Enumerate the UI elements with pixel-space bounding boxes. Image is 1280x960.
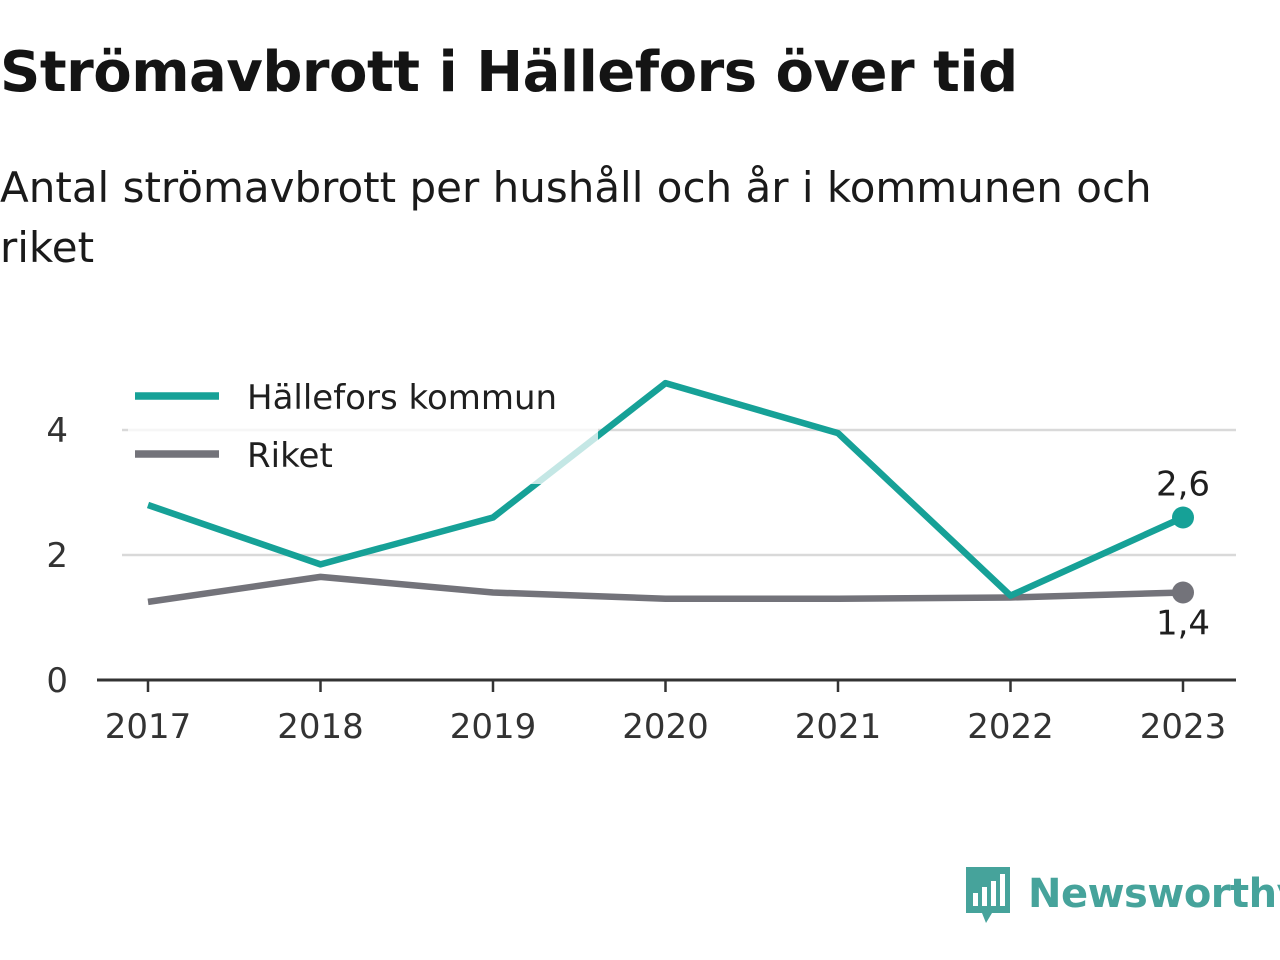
x-axis: 2017 2018 2019 2020 2021 2022 2023 [97,678,1236,747]
y-tick-label: 0 [46,661,68,701]
legend-background [128,372,598,484]
end-label-kommun: 2,6 [1156,465,1210,505]
y-tick-label: 2 [46,536,68,576]
x-tick-label: 2019 [450,707,537,747]
legend: Hällefors kommun Riket [128,372,598,484]
y-tick-label: 4 [46,411,68,451]
x-tick-label: 2020 [622,707,709,747]
series-line-kommun [146,379,1185,599]
bar-chart-speech-bubble-icon [966,867,1010,923]
x-tick-label: 2017 [105,707,192,747]
end-label-riket: 1,4 [1156,604,1210,644]
brand-name: Newsworthy [1028,871,1280,917]
x-tick-label: 2018 [277,707,364,747]
chart-subtitle: Antal strömavbrott per hushåll och år i … [0,163,1152,272]
brand-logo: Newsworthy [962,862,1280,926]
x-tick-label: 2021 [795,707,882,747]
riket-point-2023 [1172,581,1194,604]
x-tick-label: 2023 [1140,707,1227,747]
chart-title: Strömavbrott i Hällefors över tid [0,40,1018,105]
kommun-point-2023 [1172,506,1194,529]
end-labels: 2,6 1,4 [1156,465,1210,644]
series-lines [146,379,1194,606]
x-tick-label: 2022 [967,707,1054,747]
legend-label: Riket [247,436,333,476]
y-axis-ticks: 0 2 4 [46,411,68,701]
legend-label: Hällefors kommun [247,378,557,418]
